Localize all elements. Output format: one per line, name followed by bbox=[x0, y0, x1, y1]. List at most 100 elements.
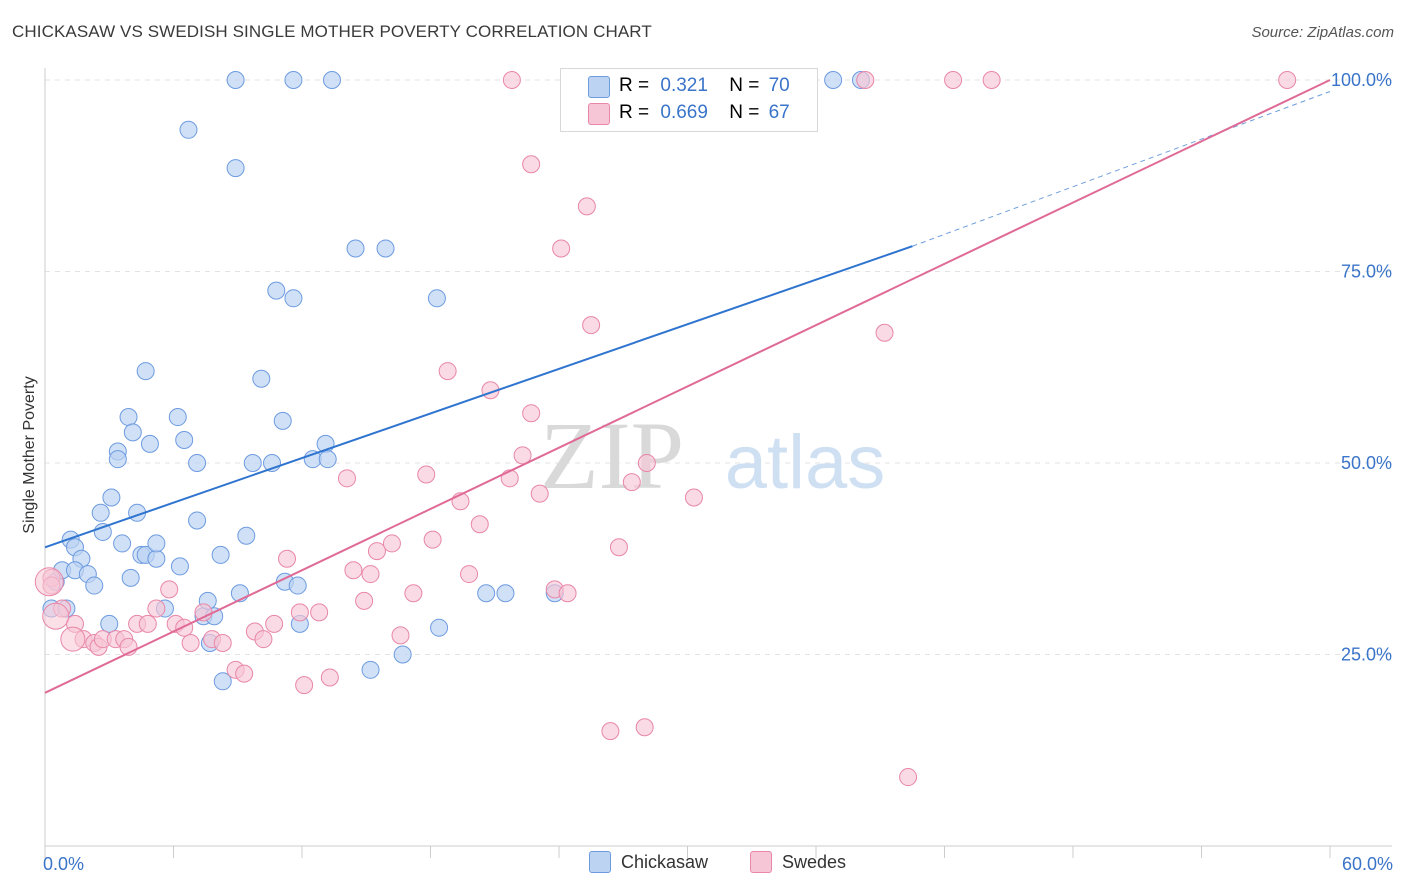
data-point-swedes bbox=[34, 567, 64, 597]
data-point-chickasaw bbox=[170, 557, 189, 576]
data-point-chickasaw bbox=[108, 450, 127, 469]
legend-row-swedes: R = 0.669 N = 67 bbox=[619, 102, 790, 124]
series-legend: Chickasaw Swedes bbox=[0, 851, 1406, 877]
data-point-chickasaw bbox=[140, 434, 159, 453]
data-point-swedes bbox=[417, 465, 436, 484]
data-point-chickasaw bbox=[243, 454, 262, 472]
data-point-swedes bbox=[552, 239, 571, 258]
data-point-chickasaw bbox=[136, 362, 155, 381]
data-point-chickasaw bbox=[168, 408, 187, 427]
n-label: N = bbox=[729, 102, 760, 123]
data-point-swedes bbox=[382, 534, 401, 553]
data-point-swedes bbox=[278, 549, 297, 568]
data-point-swedes bbox=[622, 473, 641, 492]
data-point-swedes bbox=[181, 634, 200, 653]
data-point-swedes bbox=[265, 614, 284, 633]
data-point-chickasaw bbox=[85, 576, 104, 595]
data-point-swedes bbox=[856, 71, 875, 89]
data-point-swedes bbox=[522, 155, 541, 174]
data-point-swedes bbox=[235, 664, 254, 683]
chart-title: CHICKASAW VS SWEDISH SINGLE MOTHER POVER… bbox=[12, 22, 652, 41]
data-point-chickasaw bbox=[284, 289, 303, 308]
data-point-swedes bbox=[899, 768, 918, 787]
data-point-swedes bbox=[635, 718, 654, 737]
data-point-chickasaw bbox=[273, 411, 292, 430]
r-value: 0.321 bbox=[660, 75, 708, 96]
data-point-swedes bbox=[290, 603, 309, 622]
watermark-atlas: atlas bbox=[725, 420, 886, 505]
data-point-chickasaw bbox=[100, 614, 119, 633]
data-point-swedes bbox=[944, 71, 963, 89]
data-point-swedes bbox=[423, 530, 442, 549]
data-point-chickasaw bbox=[237, 526, 256, 545]
data-point-chickasaw bbox=[113, 534, 132, 553]
data-point-swedes bbox=[175, 618, 194, 637]
legend-swatch bbox=[750, 851, 772, 873]
data-point-swedes bbox=[460, 565, 479, 584]
data-point-swedes bbox=[367, 542, 386, 561]
data-point-chickasaw bbox=[179, 120, 198, 139]
data-point-chickasaw bbox=[267, 281, 286, 300]
data-point-swedes bbox=[42, 602, 70, 630]
n-label: N = bbox=[729, 75, 760, 96]
data-point-swedes bbox=[502, 71, 521, 89]
data-point-chickasaw bbox=[288, 576, 307, 595]
data-point-swedes bbox=[320, 668, 339, 687]
source-label: Source: ZipAtlas.com bbox=[1251, 24, 1394, 41]
y-tick-label: 25.0% bbox=[1341, 645, 1392, 665]
data-point-swedes bbox=[530, 484, 549, 503]
data-point-chickasaw bbox=[147, 534, 166, 553]
data-point-chickasaw bbox=[393, 645, 412, 664]
tick-labels: 25.0% 50.0% 75.0% 100.0% 0.0% 60.0% bbox=[43, 70, 1393, 874]
data-point-swedes bbox=[601, 722, 620, 741]
data-point-chickasaw bbox=[430, 618, 449, 637]
data-point-swedes bbox=[637, 454, 656, 472]
data-point-swedes bbox=[1278, 71, 1297, 89]
data-point-chickasaw bbox=[346, 239, 365, 258]
data-point-swedes bbox=[391, 626, 410, 645]
data-point-chickasaw bbox=[119, 408, 138, 427]
trend-line-swedes bbox=[44, 79, 1331, 694]
data-point-swedes bbox=[500, 469, 519, 488]
data-point-swedes bbox=[470, 515, 489, 534]
data-point-chickasaw bbox=[188, 511, 207, 530]
legend-item-swedes: Swedes bbox=[750, 851, 846, 873]
data-point-chickasaw bbox=[121, 568, 140, 587]
data-point-swedes bbox=[582, 316, 601, 335]
data-point-swedes bbox=[684, 488, 703, 507]
data-point-swedes bbox=[982, 71, 1001, 89]
r-label: R = bbox=[619, 75, 650, 96]
trend-line-chickasaw bbox=[44, 245, 913, 549]
data-point-chickasaw bbox=[213, 672, 232, 691]
legend-row-chickasaw: R = 0.321 N = 70 bbox=[619, 75, 790, 97]
legend-item-chickasaw: Chickasaw bbox=[589, 851, 708, 873]
data-point-chickasaw bbox=[102, 488, 121, 507]
correlation-legend: R = 0.321 N = 70 R = 0.669 N = 67 bbox=[560, 68, 818, 132]
y-tick-label: 100.0% bbox=[1331, 70, 1392, 90]
data-point-swedes bbox=[438, 362, 457, 381]
data-point-chickasaw bbox=[91, 503, 110, 522]
data-point-swedes bbox=[344, 561, 363, 580]
x-tick-label-max: 60.0% bbox=[1342, 854, 1393, 874]
data-point-chickasaw bbox=[322, 71, 341, 89]
data-point-swedes bbox=[577, 197, 596, 216]
data-point-swedes bbox=[404, 584, 423, 603]
legend-swatch-swedes bbox=[588, 103, 610, 125]
data-point-swedes bbox=[361, 565, 380, 584]
data-point-chickasaw bbox=[361, 660, 380, 679]
data-point-swedes bbox=[875, 323, 894, 342]
data-point-chickasaw bbox=[284, 71, 303, 89]
n-value: 67 bbox=[768, 102, 790, 123]
data-point-chickasaw bbox=[252, 369, 271, 388]
data-point-chickasaw bbox=[427, 289, 446, 308]
y-tick-label: 75.0% bbox=[1341, 262, 1392, 282]
x-tick-label-min: 0.0% bbox=[43, 854, 84, 874]
data-point-chickasaw bbox=[226, 159, 245, 178]
data-point-swedes bbox=[355, 591, 374, 610]
data-point-swedes bbox=[513, 446, 532, 465]
watermark-zip: ZIP bbox=[540, 402, 684, 509]
r-label: R = bbox=[619, 102, 650, 123]
data-point-swedes bbox=[609, 538, 628, 557]
data-point-swedes bbox=[138, 614, 157, 633]
data-point-swedes bbox=[558, 584, 577, 603]
